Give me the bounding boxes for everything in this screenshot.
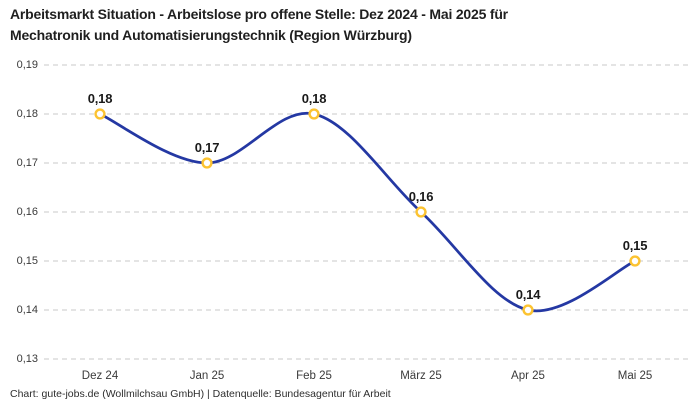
y-axis-tick-label: 0,18 [16, 108, 38, 120]
data-point-marker [308, 108, 320, 120]
trend-line [98, 111, 637, 313]
data-point-label: 0,18 [87, 91, 113, 106]
x-axis-tick-label: März 25 [400, 370, 442, 382]
y-axis-tick-label: 0,16 [16, 206, 38, 218]
data-point-marker [629, 255, 641, 267]
y-axis-tick-label: 0,19 [16, 59, 38, 71]
y-axis-tick-label: 0,15 [16, 255, 38, 267]
x-axis-tick-label: Mai 25 [617, 370, 653, 382]
data-point-label: 0,17 [194, 140, 220, 155]
y-axis-tick-label: 0,13 [16, 353, 38, 365]
chart-title-line1: Arbeitsmarkt Situation - Arbeitslose pro… [10, 6, 508, 22]
chart-title: Arbeitsmarkt Situation - Arbeitslose pro… [10, 4, 694, 46]
data-point-marker [415, 206, 427, 218]
data-point-marker [522, 304, 534, 316]
x-axis-tick-label: Feb 25 [296, 370, 332, 382]
data-point-marker [201, 157, 213, 169]
x-axis-tick-label: Apr 25 [511, 370, 545, 382]
y-axis-tick-label: 0,14 [16, 304, 38, 316]
chart-title-line2: Mechatronik und Automatisierungstechnik … [10, 27, 412, 43]
data-point-label: 0,14 [515, 287, 541, 302]
x-axis-tick-label: Jan 25 [189, 370, 225, 382]
chart-source: Chart: gute-jobs.de (Wollmilchsau GmbH) … [10, 388, 391, 400]
data-point-marker [94, 108, 106, 120]
x-axis-tick-label: Dez 24 [81, 370, 119, 382]
data-point-label: 0,16 [408, 189, 434, 204]
data-point-label: 0,18 [301, 91, 327, 106]
data-point-label: 0,15 [622, 238, 648, 253]
y-axis-tick-label: 0,17 [16, 157, 38, 169]
